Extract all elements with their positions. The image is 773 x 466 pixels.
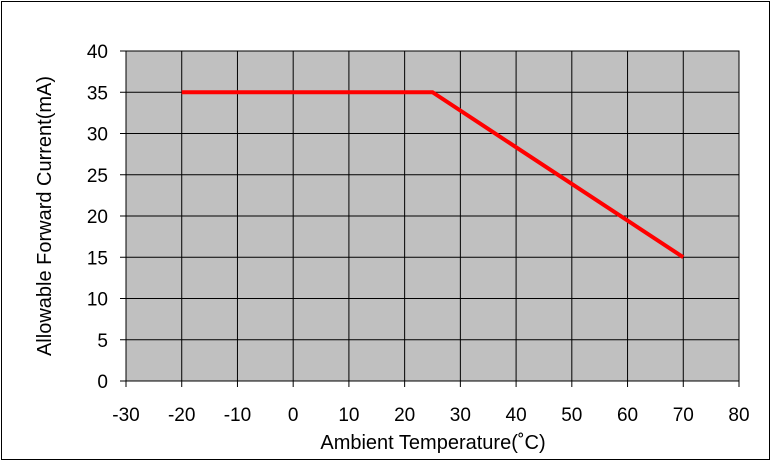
x-tick-label: -10: [224, 405, 251, 426]
series-layer: [181, 90, 685, 259]
tick-marks: [120, 50, 740, 387]
x-tick-label: 30: [450, 405, 471, 426]
chart-frame: -30 -20 -10 0 10 20 30 40 50 60 70 80 0 5 10 15 20 25 30 3…: [1, 1, 770, 460]
y-tick-label: 35: [87, 83, 108, 104]
x-tick-label: 40: [506, 405, 527, 426]
x-tick-label: -20: [168, 405, 195, 426]
x-axis-label: Ambient Temperature(˚C): [320, 432, 545, 454]
derating-chart: -30 -20 -10 0 10 20 30 40 50 60 70 80 0 5 10 15 20 25 30 3…: [34, 42, 750, 454]
x-tick-label: 70: [673, 405, 694, 426]
x-tick-labels: -30 -20 -10 0 10 20 30 40 50 60 70 80: [112, 405, 749, 426]
x-tick-label: 10: [338, 405, 359, 426]
x-tick-label: 60: [617, 405, 638, 426]
x-tick-label: 20: [394, 405, 415, 426]
x-tick-label: -30: [112, 405, 139, 426]
y-tick-label: 30: [87, 125, 108, 146]
y-tick-label: 25: [87, 166, 108, 187]
y-tick-label: 20: [87, 207, 108, 228]
y-tick-label: 40: [87, 42, 108, 63]
y-tick-label: 15: [87, 248, 108, 269]
y-tick-labels: 0 5 10 15 20 25 30 35 40: [87, 42, 108, 393]
y-tick-label: 5: [97, 331, 108, 352]
y-tick-label: 10: [87, 290, 108, 311]
series-line: [181, 90, 685, 259]
x-tick-label: 0: [288, 405, 299, 426]
y-tick-label: 0: [97, 372, 108, 393]
y-axis-label: Allowable Forward Current(mA): [34, 76, 56, 356]
x-tick-label: 80: [728, 405, 749, 426]
x-tick-label: 50: [561, 405, 582, 426]
grid-lines: [126, 51, 739, 381]
